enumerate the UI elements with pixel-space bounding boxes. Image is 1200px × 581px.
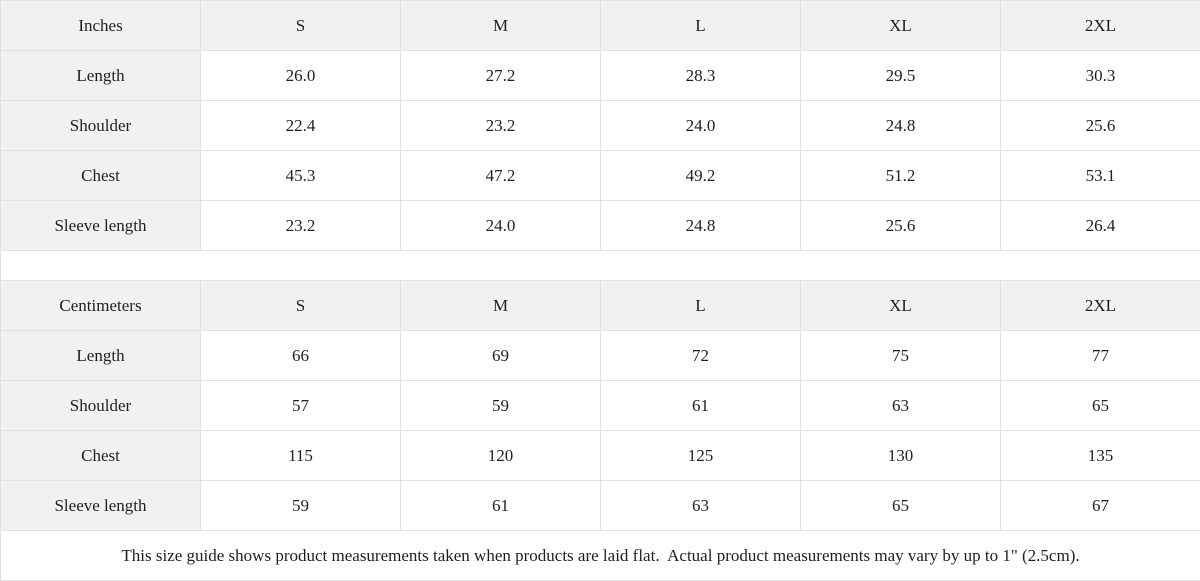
value-cell: 72 xyxy=(601,331,801,381)
footer-row: This size guide shows product measuremen… xyxy=(1,531,1200,581)
row-label-cell: Length xyxy=(1,51,201,101)
value-cell: 66 xyxy=(201,331,401,381)
value-cell: 67 xyxy=(1001,481,1200,531)
value-cell: 65 xyxy=(801,481,1001,531)
row-label-cell: Shoulder xyxy=(1,101,201,151)
value-cell: 47.2 xyxy=(401,151,601,201)
value-cell: 28.3 xyxy=(601,51,801,101)
size-header-cell: S xyxy=(201,281,401,331)
size-header-cell: S xyxy=(201,1,401,51)
value-cell: 57 xyxy=(201,381,401,431)
size-header-cell: XL xyxy=(801,281,1001,331)
value-cell: 135 xyxy=(1001,431,1200,481)
value-cell: 65 xyxy=(1001,381,1200,431)
row-label-cell: Sleeve length xyxy=(1,481,201,531)
value-cell: 27.2 xyxy=(401,51,601,101)
value-cell: 69 xyxy=(401,331,601,381)
value-cell: 25.6 xyxy=(801,201,1001,251)
value-cell: 24.0 xyxy=(401,201,601,251)
value-cell: 130 xyxy=(801,431,1001,481)
value-cell: 63 xyxy=(601,481,801,531)
value-cell: 23.2 xyxy=(401,101,601,151)
row-label-cell: Chest xyxy=(1,151,201,201)
unit-header-cell: Inches xyxy=(1,1,201,51)
row-label-cell: Sleeve length xyxy=(1,201,201,251)
unit-header-cell: Centimeters xyxy=(1,281,201,331)
value-cell: 25.6 xyxy=(1001,101,1200,151)
footer-note: This size guide shows product measuremen… xyxy=(1,531,1200,581)
row-label-cell: Length xyxy=(1,331,201,381)
value-cell: 120 xyxy=(401,431,601,481)
value-cell: 61 xyxy=(401,481,601,531)
value-cell: 61 xyxy=(601,381,801,431)
value-cell: 77 xyxy=(1001,331,1200,381)
value-cell: 26.4 xyxy=(1001,201,1200,251)
row-label-cell: Shoulder xyxy=(1,381,201,431)
size-header-cell: XL xyxy=(801,1,1001,51)
spacer-row xyxy=(1,251,1200,281)
value-cell: 22.4 xyxy=(201,101,401,151)
value-cell: 24.8 xyxy=(801,101,1001,151)
value-cell: 59 xyxy=(201,481,401,531)
value-cell: 63 xyxy=(801,381,1001,431)
value-cell: 75 xyxy=(801,331,1001,381)
value-cell: 59 xyxy=(401,381,601,431)
size-header-cell: L xyxy=(601,281,801,331)
size-header-cell: 2XL xyxy=(1001,1,1200,51)
value-cell: 26.0 xyxy=(201,51,401,101)
size-header-cell: L xyxy=(601,1,801,51)
value-cell: 24.0 xyxy=(601,101,801,151)
value-cell: 53.1 xyxy=(1001,151,1200,201)
size-header-cell: 2XL xyxy=(1001,281,1200,331)
spacer-cell xyxy=(1,251,1200,281)
value-cell: 24.8 xyxy=(601,201,801,251)
value-cell: 23.2 xyxy=(201,201,401,251)
value-cell: 125 xyxy=(601,431,801,481)
size-header-cell: M xyxy=(401,1,601,51)
size-header-cell: M xyxy=(401,281,601,331)
value-cell: 49.2 xyxy=(601,151,801,201)
value-cell: 29.5 xyxy=(801,51,1001,101)
value-cell: 30.3 xyxy=(1001,51,1200,101)
value-cell: 45.3 xyxy=(201,151,401,201)
value-cell: 115 xyxy=(201,431,401,481)
row-label-cell: Chest xyxy=(1,431,201,481)
value-cell: 51.2 xyxy=(801,151,1001,201)
